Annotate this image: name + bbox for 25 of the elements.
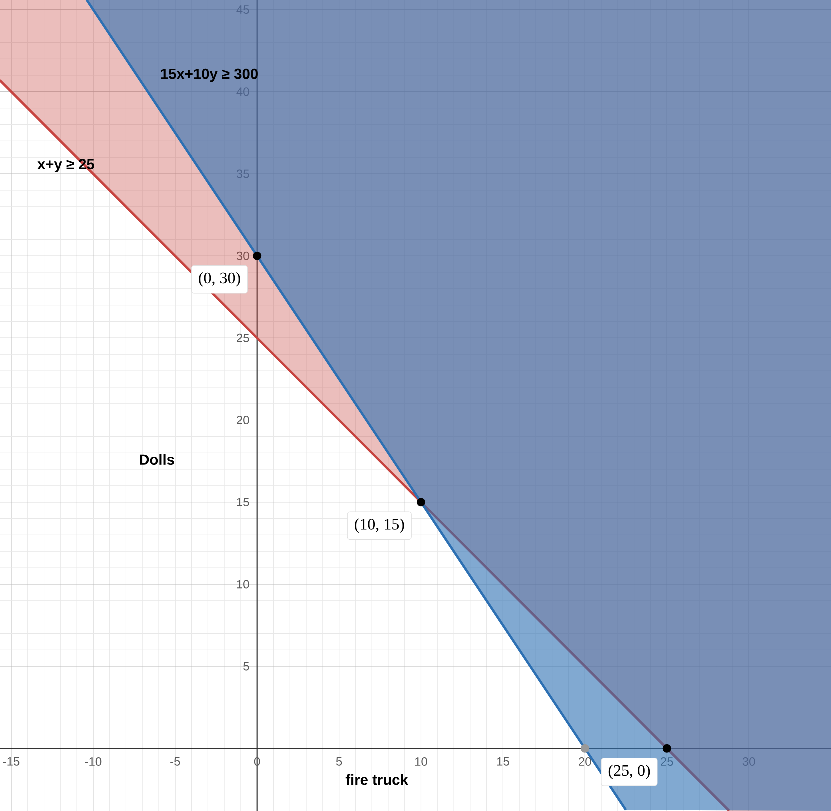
y-axis-title: Dolls (140, 454, 174, 466)
point (580, 744, 590, 753)
x-tick-label: -10 (85, 758, 102, 766)
y-tick-label: 10 (237, 580, 250, 589)
x-tick-label: 5 (336, 758, 342, 766)
point (416, 498, 426, 507)
annotation: (25, 0) (608, 764, 650, 780)
point (253, 252, 262, 260)
point (662, 744, 672, 753)
x-tick-label: -5 (170, 758, 180, 766)
y-tick-label: 30 (236, 252, 250, 260)
annotation: (0, 30) (199, 272, 240, 287)
y-tick-label: 5 (244, 662, 250, 671)
annotation: (10, 15) (355, 518, 404, 534)
x-tick-label: 20 (579, 758, 592, 766)
y-tick-label: 25 (237, 334, 250, 342)
x-tick-label: 15 (497, 758, 510, 766)
x-tick-label: 10 (415, 758, 428, 766)
y-tick-label: 15 (237, 498, 250, 507)
annotation: 15x+10y ≥ 300 (161, 68, 258, 82)
x-tick-label: -15 (3, 758, 20, 766)
annotation: x+y ≥ 25 (38, 159, 94, 172)
x-axis-title: fire truck (346, 774, 408, 786)
x-tick-label: 25 (661, 758, 674, 766)
y-tick-label: 20 (237, 416, 250, 425)
